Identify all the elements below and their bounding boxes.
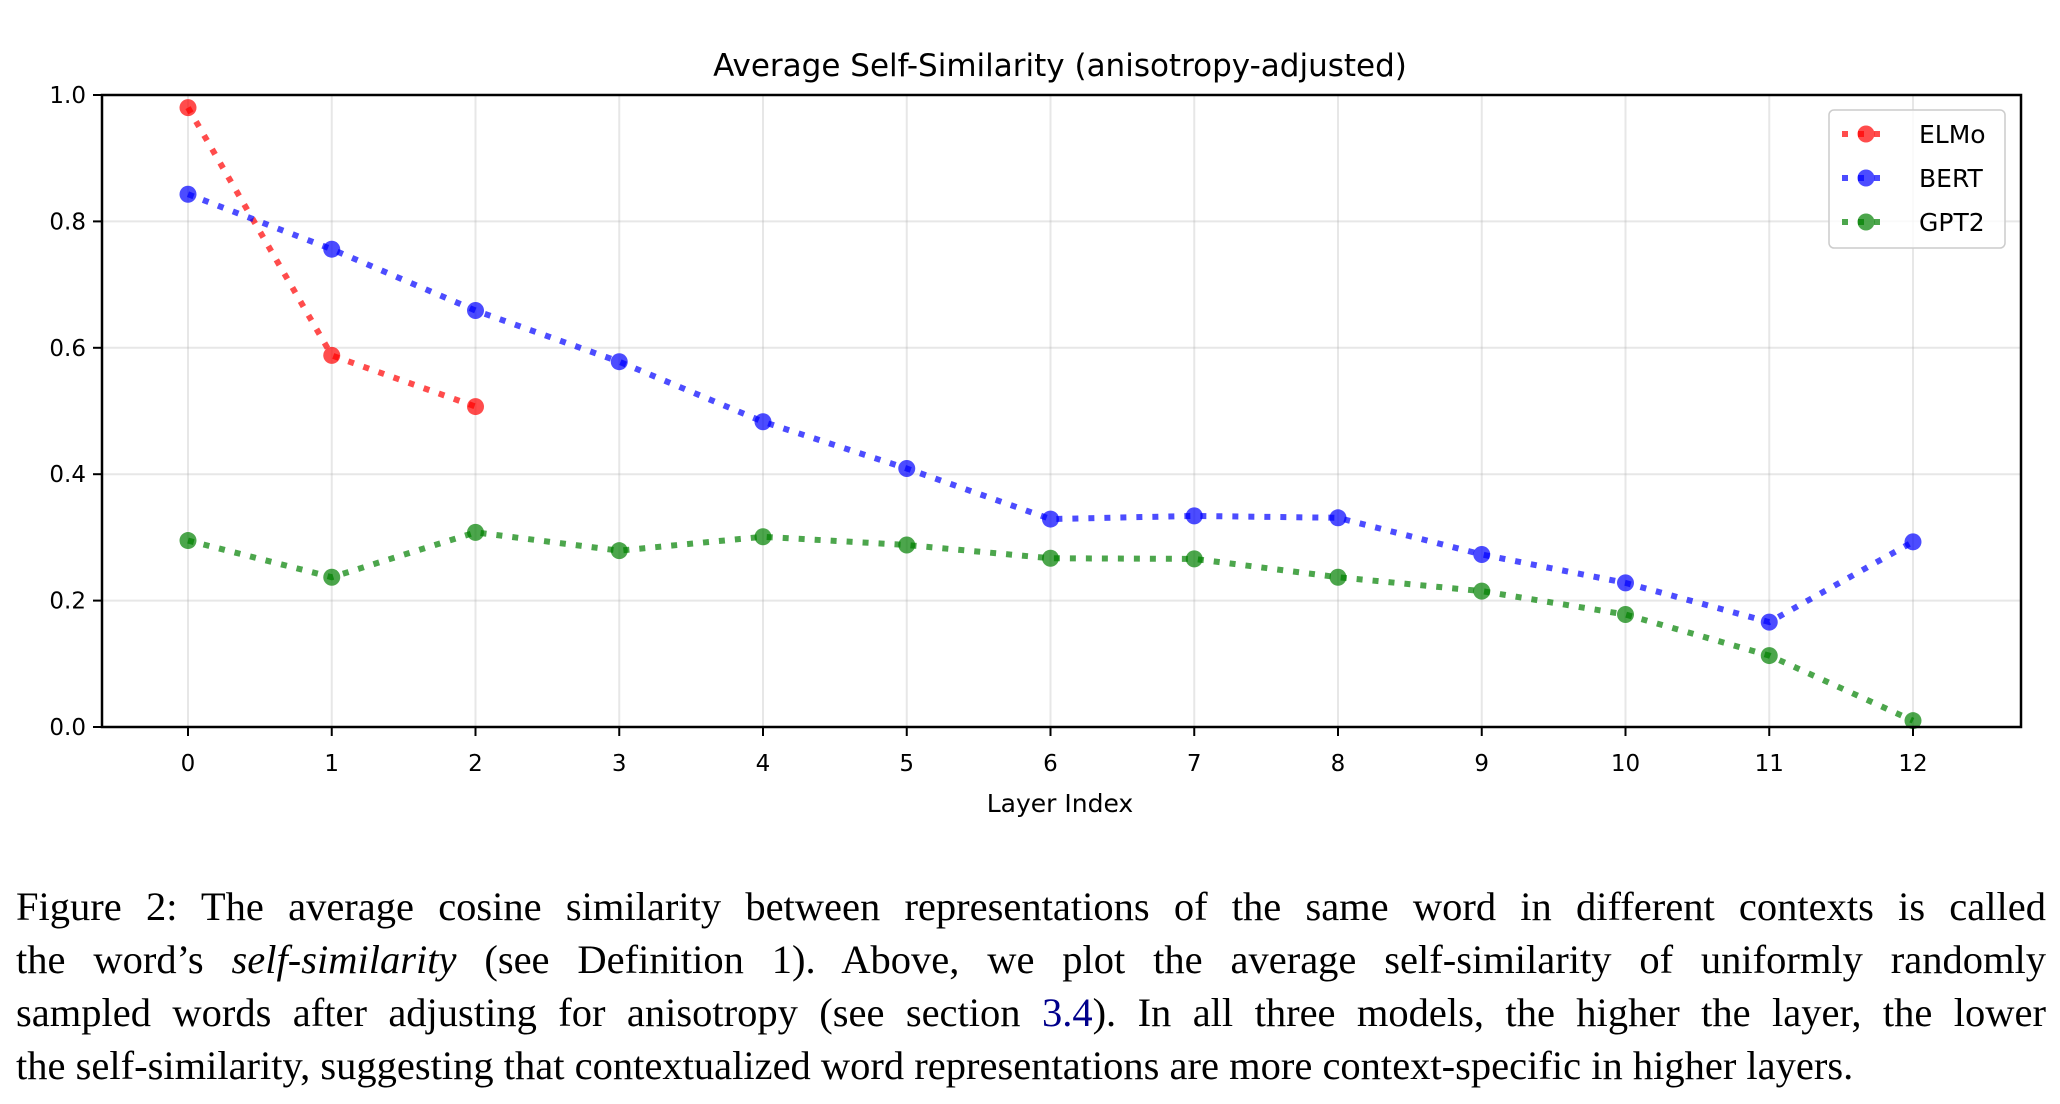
figure-caption: Figure 2: The average cosine similarity … (16, 880, 2046, 1092)
data-point-elmo (179, 99, 197, 117)
legend-frame (1828, 109, 2006, 249)
data-point-elmo (323, 346, 341, 364)
x-tick-label: 11 (1755, 751, 1784, 777)
x-tick-label: 12 (1898, 751, 1927, 777)
x-tick-label: 3 (612, 751, 627, 777)
legend-marker-elmo (1857, 125, 1875, 143)
data-point-gpt2 (1473, 582, 1491, 600)
x-tick-label: 1 (324, 751, 339, 777)
series-bert (179, 185, 1922, 631)
chart-title: Average Self-Similarity (anisotropy-adju… (713, 48, 1407, 84)
x-tick-label: 10 (1611, 751, 1640, 777)
data-point-bert (1329, 509, 1347, 527)
caption-text: ). In all three models, the higher the l… (1092, 990, 2046, 1035)
data-point-bert (1185, 507, 1203, 525)
x-tick-label: 8 (1331, 751, 1346, 777)
y-tick-label: 0.0 (49, 715, 86, 741)
caption-line-2: the word’s self-similarity (see Definiti… (16, 933, 2046, 986)
data-point-bert (1760, 613, 1778, 631)
x-axis-label: Layer Index (987, 789, 1133, 818)
data-point-bert (1473, 545, 1491, 563)
grid (102, 94, 2021, 728)
x-tick-label: 7 (1187, 751, 1202, 777)
x-tick-label: 9 (1474, 751, 1489, 777)
series-line-elmo (185, 106, 477, 410)
caption-line-1: Figure 2: The average cosine similarity … (16, 884, 2046, 929)
x-tick-label: 6 (1043, 751, 1058, 777)
data-point-bert (1617, 574, 1634, 592)
data-point-bert (610, 353, 628, 371)
x-tick-label: 5 (899, 751, 914, 777)
legend-label-elmo: ELMo (1919, 120, 1986, 149)
caption-line-4: the self-similarity, suggesting that con… (16, 1043, 1854, 1088)
data-point-gpt2 (1904, 712, 1922, 730)
caption-text: the word’s (16, 937, 232, 982)
y-tick-label: 0.6 (49, 336, 86, 362)
data-point-gpt2 (467, 523, 484, 541)
legend-marker-bert (1857, 169, 1875, 187)
data-point-gpt2 (1185, 550, 1203, 568)
data-point-gpt2 (610, 542, 628, 560)
data-point-bert (467, 302, 484, 320)
data-point-bert (754, 413, 772, 431)
data-point-bert (898, 460, 916, 478)
y-axis: 0.0 0.2 0.4 0.6 0.8 1.0 (49, 83, 102, 741)
legend-marker-gpt2 (1857, 213, 1875, 231)
series-elmo (179, 99, 484, 416)
caption-line-3: sampled words after adjusting for anisot… (16, 986, 2046, 1039)
y-tick-label: 1.0 (49, 83, 86, 109)
x-tick-label: 4 (756, 751, 771, 777)
legend: ELMo BERT GPT2 (1828, 109, 2006, 249)
y-tick-label: 0.8 (49, 209, 86, 235)
x-tick-label: 0 (181, 751, 196, 777)
legend-label-gpt2: GPT2 (1919, 208, 1985, 237)
data-point-gpt2 (754, 528, 772, 546)
caption-text: (see Definition 1). Above, we plot the a… (456, 937, 2046, 982)
data-point-bert (1042, 510, 1059, 528)
data-point-elmo (467, 398, 484, 416)
data-point-gpt2 (898, 536, 916, 554)
series-layer (179, 99, 1922, 730)
series-gpt2 (179, 523, 1922, 730)
data-point-bert (1904, 533, 1922, 551)
y-tick-label: 0.4 (49, 462, 86, 488)
x-tick-label: 2 (468, 751, 483, 777)
data-point-gpt2 (1617, 606, 1634, 624)
data-point-bert (323, 240, 341, 258)
section-link[interactable]: 3.4 (1041, 990, 1093, 1035)
data-point-gpt2 (179, 532, 197, 550)
chart: Average Self-Similarity (anisotropy-adju… (49, 48, 2023, 818)
caption-text: sampled words after adjusting for anisot… (16, 990, 1042, 1035)
data-point-gpt2 (323, 568, 341, 586)
data-point-gpt2 (1760, 647, 1778, 665)
y-tick-label: 0.2 (49, 589, 86, 615)
data-point-gpt2 (1329, 568, 1347, 586)
x-axis: 0 1 2 3 4 5 6 7 8 9 10 11 12 (181, 727, 1928, 777)
legend-label-bert: BERT (1919, 164, 1983, 193)
data-point-gpt2 (1042, 549, 1059, 567)
plot-frame (100, 93, 2023, 729)
data-point-bert (179, 185, 197, 203)
caption-term-self-similarity: self-similarity (231, 937, 457, 982)
